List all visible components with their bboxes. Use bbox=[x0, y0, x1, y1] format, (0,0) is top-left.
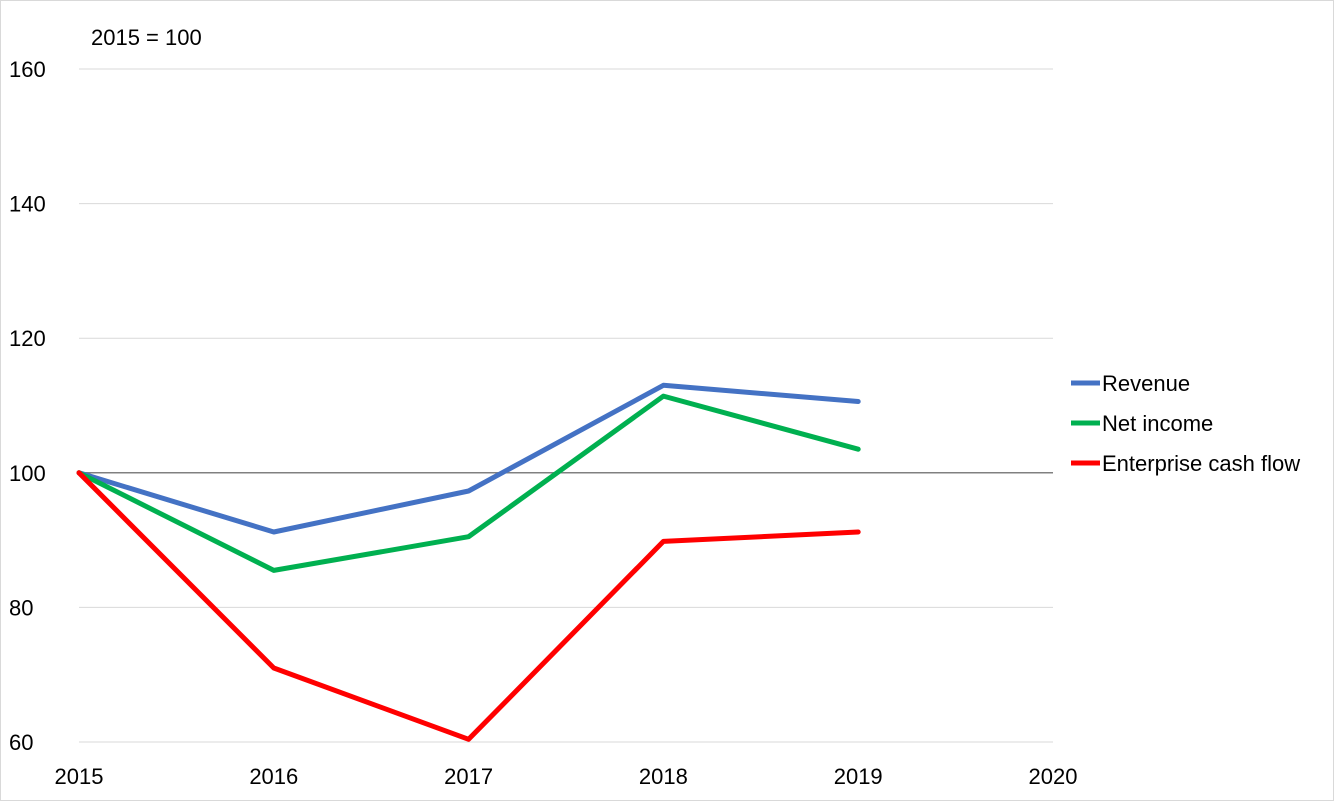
x-tick-label: 2015 bbox=[55, 764, 104, 789]
x-tick-label: 2017 bbox=[444, 764, 493, 789]
y-tick-label: 160 bbox=[9, 57, 46, 82]
x-tick-label: 2019 bbox=[834, 764, 883, 789]
legend-label: Revenue bbox=[1102, 371, 1190, 396]
axis-labels: 60 80 100 120 140 160 2015 2016 2017 2018 2019 2020 bbox=[9, 57, 1077, 789]
legend: Revenue Net income Enterprise cash flow bbox=[1071, 371, 1300, 476]
y-tick-label: 120 bbox=[9, 326, 46, 351]
x-tick-label: 2020 bbox=[1029, 764, 1078, 789]
y-tick-label: 140 bbox=[9, 192, 46, 217]
series-line-enterprise-cash-flow bbox=[76, 470, 861, 742]
x-tick-label: 2018 bbox=[639, 764, 688, 789]
series-line-net-income bbox=[76, 393, 861, 573]
legend-label: Enterprise cash flow bbox=[1102, 451, 1300, 476]
gridlines bbox=[79, 68, 1053, 743]
series-line-revenue bbox=[76, 382, 861, 535]
base-year-note: 2015 = 100 bbox=[91, 25, 202, 50]
y-tick-label: 80 bbox=[9, 595, 33, 620]
x-tick-label: 2016 bbox=[249, 764, 298, 789]
y-tick-label: 60 bbox=[9, 730, 33, 755]
legend-label: Net income bbox=[1102, 411, 1213, 436]
y-tick-label: 100 bbox=[9, 461, 46, 486]
series-lines bbox=[76, 382, 861, 742]
